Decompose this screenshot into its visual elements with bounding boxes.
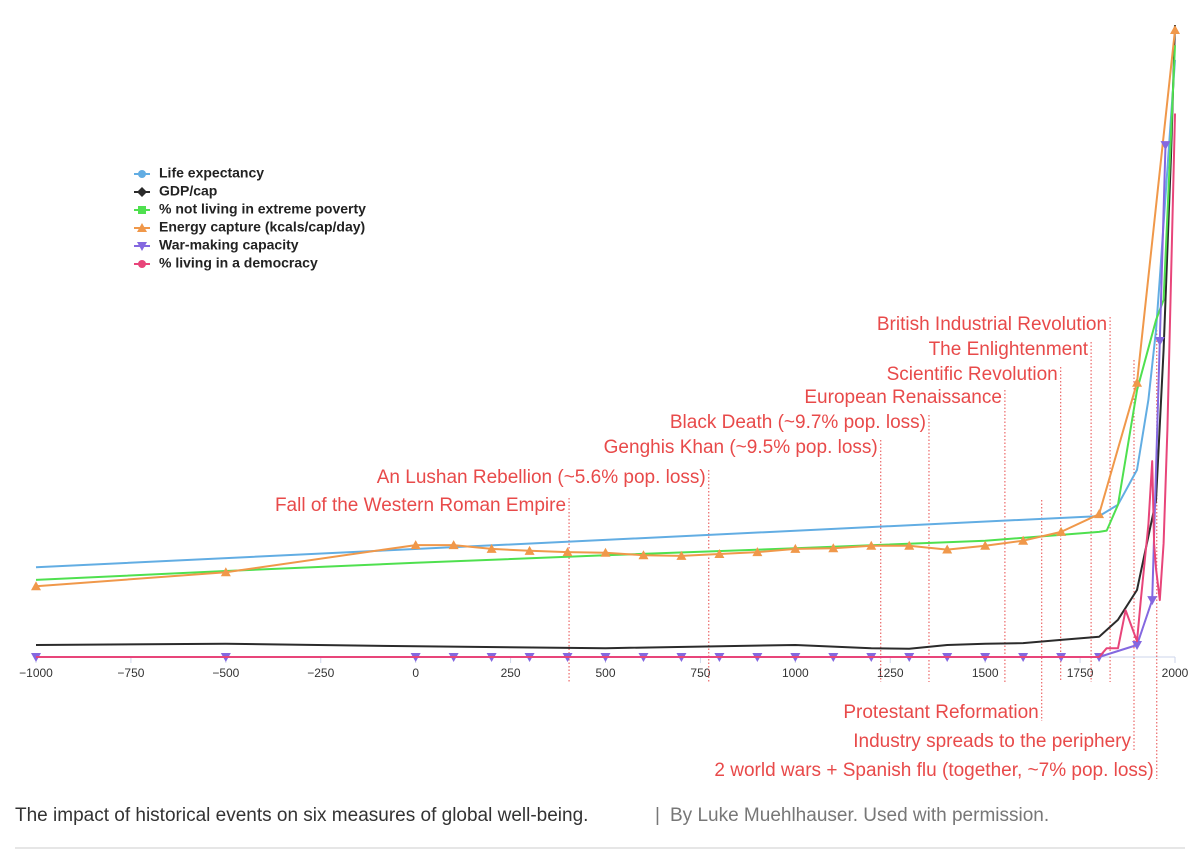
legend-label: % living in a democracy	[159, 255, 318, 271]
event-label: Black Death (~9.7% pop. loss)	[670, 412, 926, 433]
x-tick-label: −750	[117, 666, 144, 680]
legend-symbol	[138, 206, 146, 214]
legend-symbol	[137, 223, 147, 232]
series-line	[35, 24, 1176, 650]
data-point	[638, 550, 649, 560]
x-tick-label: −500	[212, 666, 239, 680]
data-point	[752, 547, 763, 557]
legend-symbol	[138, 260, 146, 268]
legend-item: Energy capture (kcals/cap/day)	[134, 219, 365, 235]
x-tick-label: 500	[595, 666, 615, 680]
data-point	[1132, 640, 1143, 650]
data-point	[980, 540, 991, 550]
x-tick-label: 1250	[877, 666, 904, 680]
caption-separator: |	[655, 805, 660, 826]
legend-label: Energy capture (kcals/cap/day)	[159, 219, 365, 235]
x-tick-label: −1000	[19, 666, 53, 680]
x-tick-label: 1500	[972, 666, 999, 680]
data-point	[1154, 337, 1165, 346]
credit: By Luke Muehlhauser. Used with permissio…	[670, 805, 1049, 826]
legend-item: % living in a democracy	[134, 255, 318, 271]
event-label: Industry spreads to the periphery	[853, 731, 1131, 752]
x-tick-label: 1750	[1067, 666, 1094, 680]
event-label: The Enlightenment	[929, 339, 1089, 360]
event-label: Fall of the Western Roman Empire	[275, 495, 566, 516]
legend-item: War-making capacity	[134, 237, 299, 253]
data-point	[410, 540, 421, 550]
data-point	[942, 544, 953, 554]
legend-label: % not living in extreme poverty	[159, 201, 366, 217]
legend-item: GDP/cap	[134, 183, 217, 199]
series-line	[35, 59, 1176, 569]
data-point	[1132, 377, 1143, 387]
legend-symbol	[138, 170, 146, 178]
data-point	[220, 567, 231, 577]
data-point	[676, 550, 687, 560]
x-tick-label: 2000	[1162, 666, 1189, 680]
data-point	[1094, 509, 1105, 519]
data-point	[600, 547, 611, 557]
data-point	[828, 543, 839, 553]
legend-symbol	[137, 242, 147, 251]
data-point	[448, 540, 459, 550]
series-line	[36, 113, 1176, 658]
data-point	[1160, 141, 1171, 151]
legend-label: Life expectancy	[159, 165, 264, 181]
x-tick-label: 0	[412, 666, 419, 680]
event-label: European Renaissance	[804, 387, 1002, 408]
data-point	[562, 547, 573, 557]
series-line	[35, 29, 1176, 588]
data-point	[1147, 596, 1158, 606]
data-point	[1170, 25, 1180, 35]
data-point	[1056, 526, 1067, 536]
legend-symbol	[137, 187, 147, 197]
x-tick-label: 250	[501, 666, 521, 680]
x-tick-label: −250	[307, 666, 334, 680]
event-label: An Lushan Rebellion (~5.6% pop. loss)	[377, 467, 706, 488]
data-point	[1018, 535, 1029, 545]
series-line	[35, 45, 1176, 581]
data-point	[790, 543, 801, 553]
event-label: Scientific Revolution	[887, 364, 1058, 385]
data-point	[866, 540, 877, 550]
data-point	[524, 545, 535, 555]
event-label: 2 world wars + Spanish flu (together, ~7…	[714, 760, 1153, 781]
data-point	[486, 543, 497, 553]
data-point	[904, 540, 915, 550]
x-tick-label: 1000	[782, 666, 809, 680]
caption: The impact of historical events on six m…	[15, 805, 588, 826]
legend-label: GDP/cap	[159, 183, 217, 199]
x-tick-label: 750	[690, 666, 710, 680]
event-label: Protestant Reformation	[843, 702, 1038, 723]
legend-item: Life expectancy	[134, 165, 264, 181]
event-label: British Industrial Revolution	[877, 314, 1107, 335]
legend-label: War-making capacity	[159, 237, 299, 253]
event-label: Genghis Khan (~9.5% pop. loss)	[604, 437, 878, 458]
data-point	[31, 581, 41, 591]
data-point	[714, 548, 725, 558]
legend-item: % not living in extreme poverty	[134, 201, 366, 217]
